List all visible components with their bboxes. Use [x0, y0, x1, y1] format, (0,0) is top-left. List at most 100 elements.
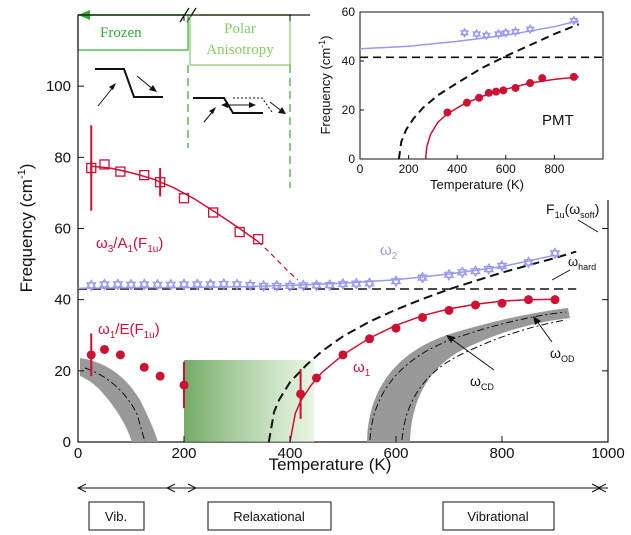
inset-red-data-point: [475, 93, 484, 102]
w3-data-point: [178, 193, 190, 204]
w2-data-point-up: [470, 264, 481, 275]
y-tick-label: 60: [54, 221, 71, 238]
x-tick-label: 0: [74, 445, 82, 462]
main-data-points: [85, 159, 561, 399]
inset-blue-data-point: [481, 30, 491, 41]
inset-curves: [359, 19, 603, 160]
w2-data-point-down: [125, 281, 137, 291]
w2-data-point-up: [271, 279, 283, 289]
w2-data-point: [549, 247, 561, 260]
w2-data-point: [85, 279, 97, 292]
w3-data-point: [86, 162, 97, 174]
inset-red-data-point: [511, 83, 520, 92]
inset-blue-data-point: [459, 27, 470, 38]
inset-blue-data-point-down: [569, 18, 579, 26]
w2-data-point: [470, 264, 481, 278]
w1-main-label: ω1: [353, 359, 371, 379]
w2-data-point-up: [483, 262, 495, 273]
w2-data-point-down: [138, 281, 150, 291]
w3-extrapolation: [257, 241, 299, 281]
w1-data-point: [139, 362, 149, 372]
w2-data-point: [523, 256, 534, 269]
w2-data-point-up: [456, 266, 468, 276]
w2-data-point-up: [523, 256, 534, 266]
w1-data-point: [100, 344, 109, 354]
w2-data-point-down: [390, 278, 402, 288]
w2-data-point-down: [496, 262, 508, 273]
w2-data-point-down: [205, 281, 216, 291]
w2-data-point: [231, 278, 243, 291]
w1-data-point: [115, 350, 125, 360]
cd-pointer-head: [446, 335, 455, 343]
w2-data-point: [364, 277, 375, 290]
inset-red-data-point: [492, 87, 501, 96]
inset-plot: 0 200 400 600 800 0 20 40 60 PMT Temperature (K)…: [310, 4, 610, 200]
w2-data-point-up: [417, 271, 428, 281]
inset-blue-data-point-up: [501, 27, 511, 36]
inset-blue-data-point: [472, 28, 482, 40]
w3-data-point: [253, 234, 264, 245]
cd-od-band-dashdot-edge: [401, 319, 567, 441]
x-tick-label: 1000: [591, 445, 624, 462]
sketch-arrow-head: [278, 107, 286, 114]
inset-red-data-point: [462, 98, 471, 107]
w3-data-point: [115, 166, 126, 177]
w1-data-point: [86, 350, 96, 360]
inset-red-data-point: [443, 108, 452, 117]
w2-data-point: [125, 278, 137, 291]
w3-data-point: [99, 159, 110, 170]
w2-data-point: [258, 279, 269, 293]
polar-label-1: Polar: [224, 21, 256, 37]
w2-data-point: [152, 278, 163, 291]
w2-data-point-down: [311, 282, 322, 292]
hard-label-pointer: [551, 269, 571, 281]
inset-blue-data-point-down: [493, 31, 504, 40]
w2-data-point-up: [350, 277, 362, 287]
w2-data-point-down: [271, 282, 283, 292]
inset-pmt-label: PMT: [542, 112, 574, 129]
inset-blue-data-point: [525, 24, 535, 35]
relaxational-shaded-region: [184, 360, 314, 442]
w2-data-point-down: [549, 250, 561, 260]
w2-data-point-down: [364, 280, 375, 290]
w2-data-point: [297, 279, 309, 292]
w2-data-point-down: [99, 281, 110, 291]
inset-red-data-point: [484, 88, 493, 97]
w2-data-point-up: [125, 278, 137, 288]
w2-data-point-down: [112, 281, 124, 291]
w2-data-point-down: [337, 280, 349, 291]
w2-data-point-up: [152, 278, 163, 288]
w2-data-point-up: [324, 278, 336, 289]
sketch-arrow-head: [221, 102, 228, 108]
w1-data-point: [296, 389, 306, 399]
inset-red-data-point: [569, 72, 578, 81]
w2-data-point: [205, 278, 216, 291]
y-tick-label: 0: [63, 434, 71, 451]
soft-mode-label: F1u(ωsoft): [546, 201, 599, 220]
inset-blue-data-point-down: [472, 31, 482, 40]
x-tick-label: 200: [171, 445, 196, 462]
w3-label: ω3/A1(F1u): [96, 235, 163, 255]
w2-data-point: [443, 268, 455, 282]
w2-data-point-up: [99, 278, 110, 288]
inset-x-axis-title: Temperature (K): [430, 177, 524, 192]
inset-y-tick-label: 40: [342, 54, 356, 68]
inset-blue-data-point-down: [525, 26, 535, 35]
w2-data-point-up: [337, 277, 349, 288]
cd-label-pointer: [449, 337, 495, 371]
phase-region-boxes: Frozen Polar Anisotropy: [77, 7, 292, 188]
w2-data-point-up: [231, 278, 243, 288]
hard-mode-label: ωhard: [568, 254, 596, 272]
w3-fit-curve: [91, 165, 259, 243]
cd-od-gray-band: [367, 308, 570, 442]
w2-data-point-down: [152, 281, 163, 291]
w2-data-point: [483, 262, 495, 276]
w2-data-point: [99, 278, 110, 291]
w2-data-point-down: [417, 274, 428, 284]
soft-label-pointer: [577, 219, 599, 233]
inset-blue-data-point: [569, 15, 579, 26]
w2-data-point-down: [258, 282, 269, 293]
w2-data-point-up: [178, 278, 190, 288]
